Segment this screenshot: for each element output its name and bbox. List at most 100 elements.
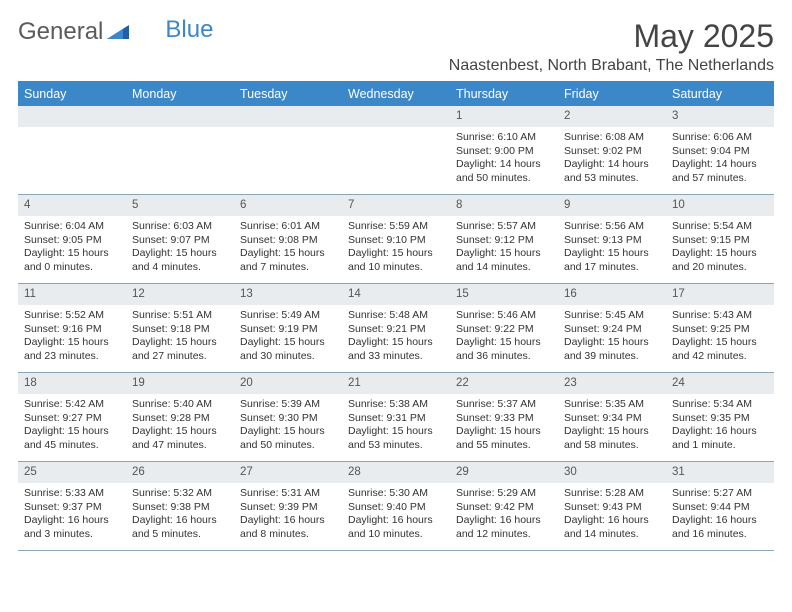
- day-body: Sunrise: 6:04 AMSunset: 9:05 PMDaylight:…: [18, 216, 126, 281]
- daylight-text: Daylight: 15 hours: [564, 425, 660, 439]
- day-cell: 6Sunrise: 6:01 AMSunset: 9:08 PMDaylight…: [234, 195, 342, 283]
- sunset-text: Sunset: 9:07 PM: [132, 234, 228, 248]
- day-cell: 18Sunrise: 5:42 AMSunset: 9:27 PMDayligh…: [18, 373, 126, 461]
- sunset-text: Sunset: 9:33 PM: [456, 412, 552, 426]
- sunrise-text: Sunrise: 5:48 AM: [348, 309, 444, 323]
- daylight-text: and 53 minutes.: [564, 172, 660, 186]
- daylight-text: and 0 minutes.: [24, 261, 120, 275]
- day-body: Sunrise: 5:52 AMSunset: 9:16 PMDaylight:…: [18, 305, 126, 370]
- day-body: Sunrise: 5:59 AMSunset: 9:10 PMDaylight:…: [342, 216, 450, 281]
- sunrise-text: Sunrise: 5:30 AM: [348, 487, 444, 501]
- day-cell: 29Sunrise: 5:29 AMSunset: 9:42 PMDayligh…: [450, 462, 558, 550]
- day-number: 2: [558, 106, 666, 127]
- day-number: 10: [666, 195, 774, 216]
- day-body: Sunrise: 6:01 AMSunset: 9:08 PMDaylight:…: [234, 216, 342, 281]
- day-number: 22: [450, 373, 558, 394]
- day-cell: 21Sunrise: 5:38 AMSunset: 9:31 PMDayligh…: [342, 373, 450, 461]
- sunset-text: Sunset: 9:25 PM: [672, 323, 768, 337]
- day-number-empty: [234, 106, 342, 127]
- week-row: 18Sunrise: 5:42 AMSunset: 9:27 PMDayligh…: [18, 373, 774, 462]
- sunset-text: Sunset: 9:44 PM: [672, 501, 768, 515]
- day-number: 17: [666, 284, 774, 305]
- week-row: 4Sunrise: 6:04 AMSunset: 9:05 PMDaylight…: [18, 195, 774, 284]
- sunset-text: Sunset: 9:39 PM: [240, 501, 336, 515]
- sunrise-text: Sunrise: 5:42 AM: [24, 398, 120, 412]
- day-body: Sunrise: 5:32 AMSunset: 9:38 PMDaylight:…: [126, 483, 234, 548]
- daylight-text: and 4 minutes.: [132, 261, 228, 275]
- day-body: Sunrise: 5:48 AMSunset: 9:21 PMDaylight:…: [342, 305, 450, 370]
- day-cell: 27Sunrise: 5:31 AMSunset: 9:39 PMDayligh…: [234, 462, 342, 550]
- day-cell: [342, 106, 450, 194]
- sunset-text: Sunset: 9:34 PM: [564, 412, 660, 426]
- daylight-text: and 10 minutes.: [348, 261, 444, 275]
- daylight-text: and 30 minutes.: [240, 350, 336, 364]
- sunrise-text: Sunrise: 5:51 AM: [132, 309, 228, 323]
- triangle-icon: [107, 18, 129, 46]
- daylight-text: Daylight: 15 hours: [456, 247, 552, 261]
- day-number: 5: [126, 195, 234, 216]
- day-body: Sunrise: 5:37 AMSunset: 9:33 PMDaylight:…: [450, 394, 558, 459]
- day-number: 20: [234, 373, 342, 394]
- weekday-header-row: SundayMondayTuesdayWednesdayThursdayFrid…: [18, 82, 774, 106]
- daylight-text: and 14 minutes.: [564, 528, 660, 542]
- sunrise-text: Sunrise: 5:43 AM: [672, 309, 768, 323]
- daylight-text: and 1 minute.: [672, 439, 768, 453]
- day-number: 16: [558, 284, 666, 305]
- daylight-text: Daylight: 14 hours: [564, 158, 660, 172]
- sunset-text: Sunset: 9:28 PM: [132, 412, 228, 426]
- daylight-text: Daylight: 15 hours: [348, 247, 444, 261]
- day-body: Sunrise: 5:40 AMSunset: 9:28 PMDaylight:…: [126, 394, 234, 459]
- sunrise-text: Sunrise: 5:33 AM: [24, 487, 120, 501]
- daylight-text: and 58 minutes.: [564, 439, 660, 453]
- daylight-text: Daylight: 14 hours: [672, 158, 768, 172]
- daylight-text: Daylight: 15 hours: [240, 425, 336, 439]
- day-number: 24: [666, 373, 774, 394]
- sunrise-text: Sunrise: 6:08 AM: [564, 131, 660, 145]
- sunrise-text: Sunrise: 5:29 AM: [456, 487, 552, 501]
- day-body: Sunrise: 6:10 AMSunset: 9:00 PMDaylight:…: [450, 127, 558, 192]
- daylight-text: and 57 minutes.: [672, 172, 768, 186]
- daylight-text: and 20 minutes.: [672, 261, 768, 275]
- daylight-text: and 36 minutes.: [456, 350, 552, 364]
- sunrise-text: Sunrise: 5:28 AM: [564, 487, 660, 501]
- day-body: Sunrise: 6:06 AMSunset: 9:04 PMDaylight:…: [666, 127, 774, 192]
- brand-logo: General Blue: [18, 18, 213, 46]
- sunrise-text: Sunrise: 6:01 AM: [240, 220, 336, 234]
- day-cell: 7Sunrise: 5:59 AMSunset: 9:10 PMDaylight…: [342, 195, 450, 283]
- weekday-header: Sunday: [18, 82, 126, 106]
- day-cell: 8Sunrise: 5:57 AMSunset: 9:12 PMDaylight…: [450, 195, 558, 283]
- day-cell: 26Sunrise: 5:32 AMSunset: 9:38 PMDayligh…: [126, 462, 234, 550]
- day-number: 30: [558, 462, 666, 483]
- day-cell: 23Sunrise: 5:35 AMSunset: 9:34 PMDayligh…: [558, 373, 666, 461]
- day-number: 13: [234, 284, 342, 305]
- sunset-text: Sunset: 9:13 PM: [564, 234, 660, 248]
- sunset-text: Sunset: 9:10 PM: [348, 234, 444, 248]
- day-body: Sunrise: 5:57 AMSunset: 9:12 PMDaylight:…: [450, 216, 558, 281]
- sunset-text: Sunset: 9:31 PM: [348, 412, 444, 426]
- daylight-text: Daylight: 15 hours: [348, 425, 444, 439]
- day-number: 26: [126, 462, 234, 483]
- day-number: 6: [234, 195, 342, 216]
- sunrise-text: Sunrise: 6:04 AM: [24, 220, 120, 234]
- sunrise-text: Sunrise: 5:40 AM: [132, 398, 228, 412]
- daylight-text: and 14 minutes.: [456, 261, 552, 275]
- daylight-text: and 16 minutes.: [672, 528, 768, 542]
- weekday-header: Monday: [126, 82, 234, 106]
- daylight-text: Daylight: 15 hours: [672, 247, 768, 261]
- sunset-text: Sunset: 9:12 PM: [456, 234, 552, 248]
- daylight-text: Daylight: 16 hours: [672, 514, 768, 528]
- day-cell: [234, 106, 342, 194]
- sunset-text: Sunset: 9:02 PM: [564, 145, 660, 159]
- daylight-text: Daylight: 16 hours: [564, 514, 660, 528]
- day-cell: 9Sunrise: 5:56 AMSunset: 9:13 PMDaylight…: [558, 195, 666, 283]
- daylight-text: Daylight: 15 hours: [456, 336, 552, 350]
- sunset-text: Sunset: 9:19 PM: [240, 323, 336, 337]
- day-number: 31: [666, 462, 774, 483]
- daylight-text: Daylight: 15 hours: [672, 336, 768, 350]
- sunrise-text: Sunrise: 5:35 AM: [564, 398, 660, 412]
- daylight-text: Daylight: 16 hours: [456, 514, 552, 528]
- day-body: Sunrise: 5:27 AMSunset: 9:44 PMDaylight:…: [666, 483, 774, 548]
- day-cell: 1Sunrise: 6:10 AMSunset: 9:00 PMDaylight…: [450, 106, 558, 194]
- day-number: 1: [450, 106, 558, 127]
- sunrise-text: Sunrise: 6:10 AM: [456, 131, 552, 145]
